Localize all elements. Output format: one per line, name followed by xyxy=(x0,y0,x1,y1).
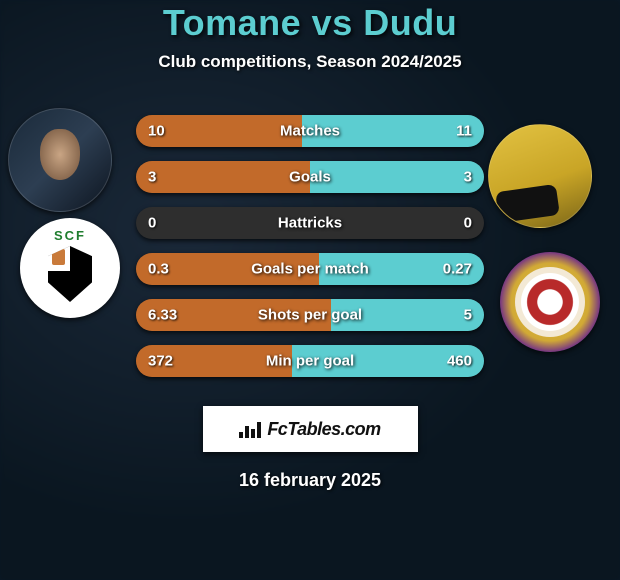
stat-row: 3 3 Goals xyxy=(0,154,620,200)
stat-value-left: 0 xyxy=(148,215,156,232)
stat-bar: 6.33 5 Shots per goal xyxy=(136,299,484,331)
stat-label: Hattricks xyxy=(278,215,342,232)
bar-chart-icon xyxy=(239,420,263,438)
stat-value-right: 0.27 xyxy=(443,261,472,278)
stats-list: 10 11 Matches 3 3 Goals 0 0 Hattricks 0.3 0.27 Goal… xyxy=(0,108,620,384)
stat-bar-left-fill xyxy=(136,161,310,193)
stat-label: Matches xyxy=(280,123,340,140)
stat-row: 0 0 Hattricks xyxy=(0,200,620,246)
stat-row: 0.3 0.27 Goals per match xyxy=(0,246,620,292)
stat-row: 372 460 Min per goal xyxy=(0,338,620,384)
stat-value-right: 11 xyxy=(456,123,472,140)
date-label: 16 february 2025 xyxy=(0,470,620,491)
stat-row: 6.33 5 Shots per goal xyxy=(0,292,620,338)
stat-value-right: 3 xyxy=(464,169,472,186)
stat-value-left: 3 xyxy=(148,169,156,186)
stat-value-left: 0.3 xyxy=(148,261,169,278)
stat-bar: 0.3 0.27 Goals per match xyxy=(136,253,484,285)
stat-value-left: 372 xyxy=(148,353,173,370)
stat-row: 10 11 Matches xyxy=(0,108,620,154)
stat-label: Shots per goal xyxy=(258,307,362,324)
stat-bar-right-fill xyxy=(310,161,484,193)
stat-bar: 10 11 Matches xyxy=(136,115,484,147)
subtitle: Club competitions, Season 2024/2025 xyxy=(0,52,620,72)
stat-label: Goals per match xyxy=(251,261,369,278)
stat-label: Goals xyxy=(289,169,331,186)
infographic-container: Tomane vs Dudu Club competitions, Season… xyxy=(0,0,620,580)
stat-value-right: 460 xyxy=(447,353,472,370)
stat-label: Min per goal xyxy=(266,353,354,370)
source-label: FcTables.com xyxy=(267,419,380,440)
stat-value-left: 10 xyxy=(148,123,165,140)
stat-value-right: 0 xyxy=(464,215,472,232)
page-title: Tomane vs Dudu xyxy=(0,2,620,44)
stat-bar: 3 3 Goals xyxy=(136,161,484,193)
stat-bar: 372 460 Min per goal xyxy=(136,345,484,377)
stat-value-left: 6.33 xyxy=(148,307,177,324)
source-badge: FcTables.com xyxy=(203,406,418,452)
stat-bar: 0 0 Hattricks xyxy=(136,207,484,239)
stat-value-right: 5 xyxy=(464,307,472,324)
